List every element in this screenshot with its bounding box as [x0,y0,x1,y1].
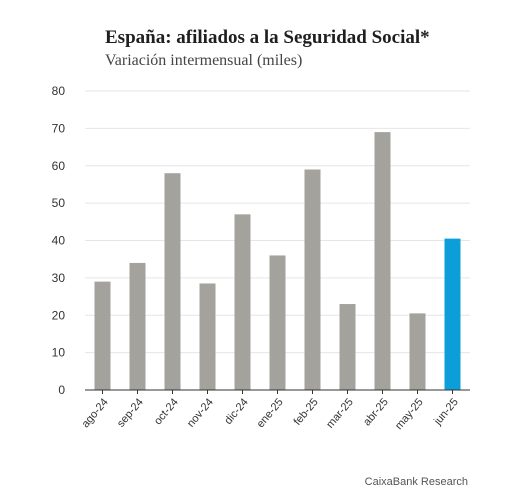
bars [94,132,461,391]
y-tick-label: 0 [58,383,65,397]
gridlines [85,90,470,354]
x-tick-label: dic-24 [222,396,250,427]
bar-ene-25 [269,255,286,390]
bar-feb-25 [304,169,321,390]
y-tick-label: 80 [52,84,66,98]
x-tick-label: may-25 [393,396,426,432]
x-tick-label: oct-24 [152,396,181,427]
bar-ago-24 [94,281,111,390]
bar-mar-25 [339,304,356,390]
bar-oct-24 [164,173,181,390]
x-tick-label: ago-24 [80,396,111,430]
x-tick-label: abr-25 [361,396,391,428]
bar-dic-24 [234,214,251,390]
bar-abr-25 [374,132,391,391]
y-tick-label: 70 [52,121,66,135]
y-tick-label: 40 [52,234,66,248]
bar-may-25 [409,313,426,390]
x-axis-ticks: ago-24 sep-24 oct-24 nov-24 dic-24 ene-25 feb-… [80,390,461,432]
bar-sep-24 [129,262,146,390]
x-tick-label: nov-24 [185,396,216,429]
y-tick-label: 60 [52,159,66,173]
bar-nov-24 [199,283,216,390]
x-tick-label: feb-25 [292,396,321,428]
y-tick-label: 50 [52,196,66,210]
x-tick-label: jun-25 [431,396,460,428]
y-tick-label: 20 [52,308,66,322]
x-tick-label: sep-24 [115,396,146,429]
chart-subtitle: Variación intermensual (miles) [105,52,303,69]
bar-jun-25 [444,238,461,390]
source-label: CaixaBank Research [364,476,468,488]
x-tick-label: ene-25 [255,396,286,430]
x-tick-label: mar-25 [324,396,356,430]
y-axis-ticks: 0 10 20 30 40 50 60 70 80 [52,84,66,397]
chart-title: España: afiliados a la Seguridad Social* [105,27,430,48]
y-tick-label: 10 [52,346,66,360]
y-tick-label: 30 [52,271,66,285]
